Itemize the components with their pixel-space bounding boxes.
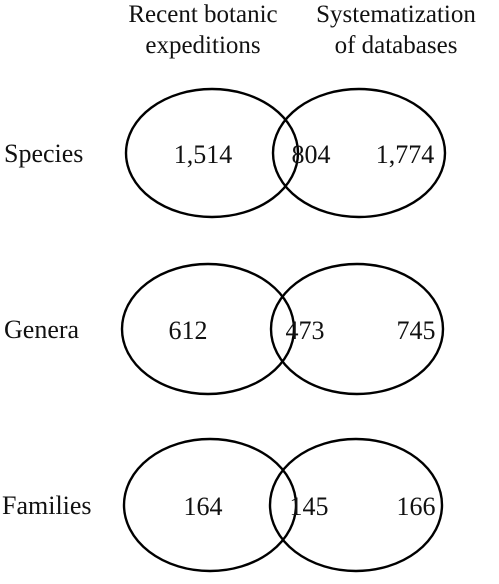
genera-left-only-count: 612	[169, 316, 208, 345]
families-left-only-count: 164	[184, 492, 223, 521]
species-left-circle	[124, 87, 300, 219]
families-right-circle	[268, 437, 444, 573]
families-right-only-count: 166	[397, 492, 436, 521]
species-right-only-count: 1,774	[376, 140, 435, 169]
row-label-families: Families	[2, 491, 92, 520]
header-right-line2: of databases	[335, 32, 458, 59]
header-right-line1: Systematization	[316, 1, 476, 28]
species-right-circle	[271, 87, 447, 219]
genera-overlap-count: 473	[286, 316, 325, 345]
families-overlap-count: 145	[290, 492, 329, 521]
families-left-circle	[122, 437, 298, 573]
row-label-genera: Genera	[4, 315, 80, 344]
genera-left-circle	[120, 262, 296, 396]
genera-right-circle	[269, 262, 445, 396]
row-label-species: Species	[4, 139, 83, 168]
venn-row-genera: Genera 612 473 745	[4, 262, 445, 396]
venn-row-families: Families 164 145 166	[2, 437, 444, 573]
species-overlap-count: 804	[292, 140, 331, 169]
header-left-line2: expeditions	[145, 32, 260, 59]
venn-row-species: Species 1,514 804 1,774	[4, 87, 447, 219]
header-left-line1: Recent botanic	[128, 1, 277, 28]
genera-right-only-count: 745	[397, 316, 436, 345]
species-left-only-count: 1,514	[174, 140, 233, 169]
